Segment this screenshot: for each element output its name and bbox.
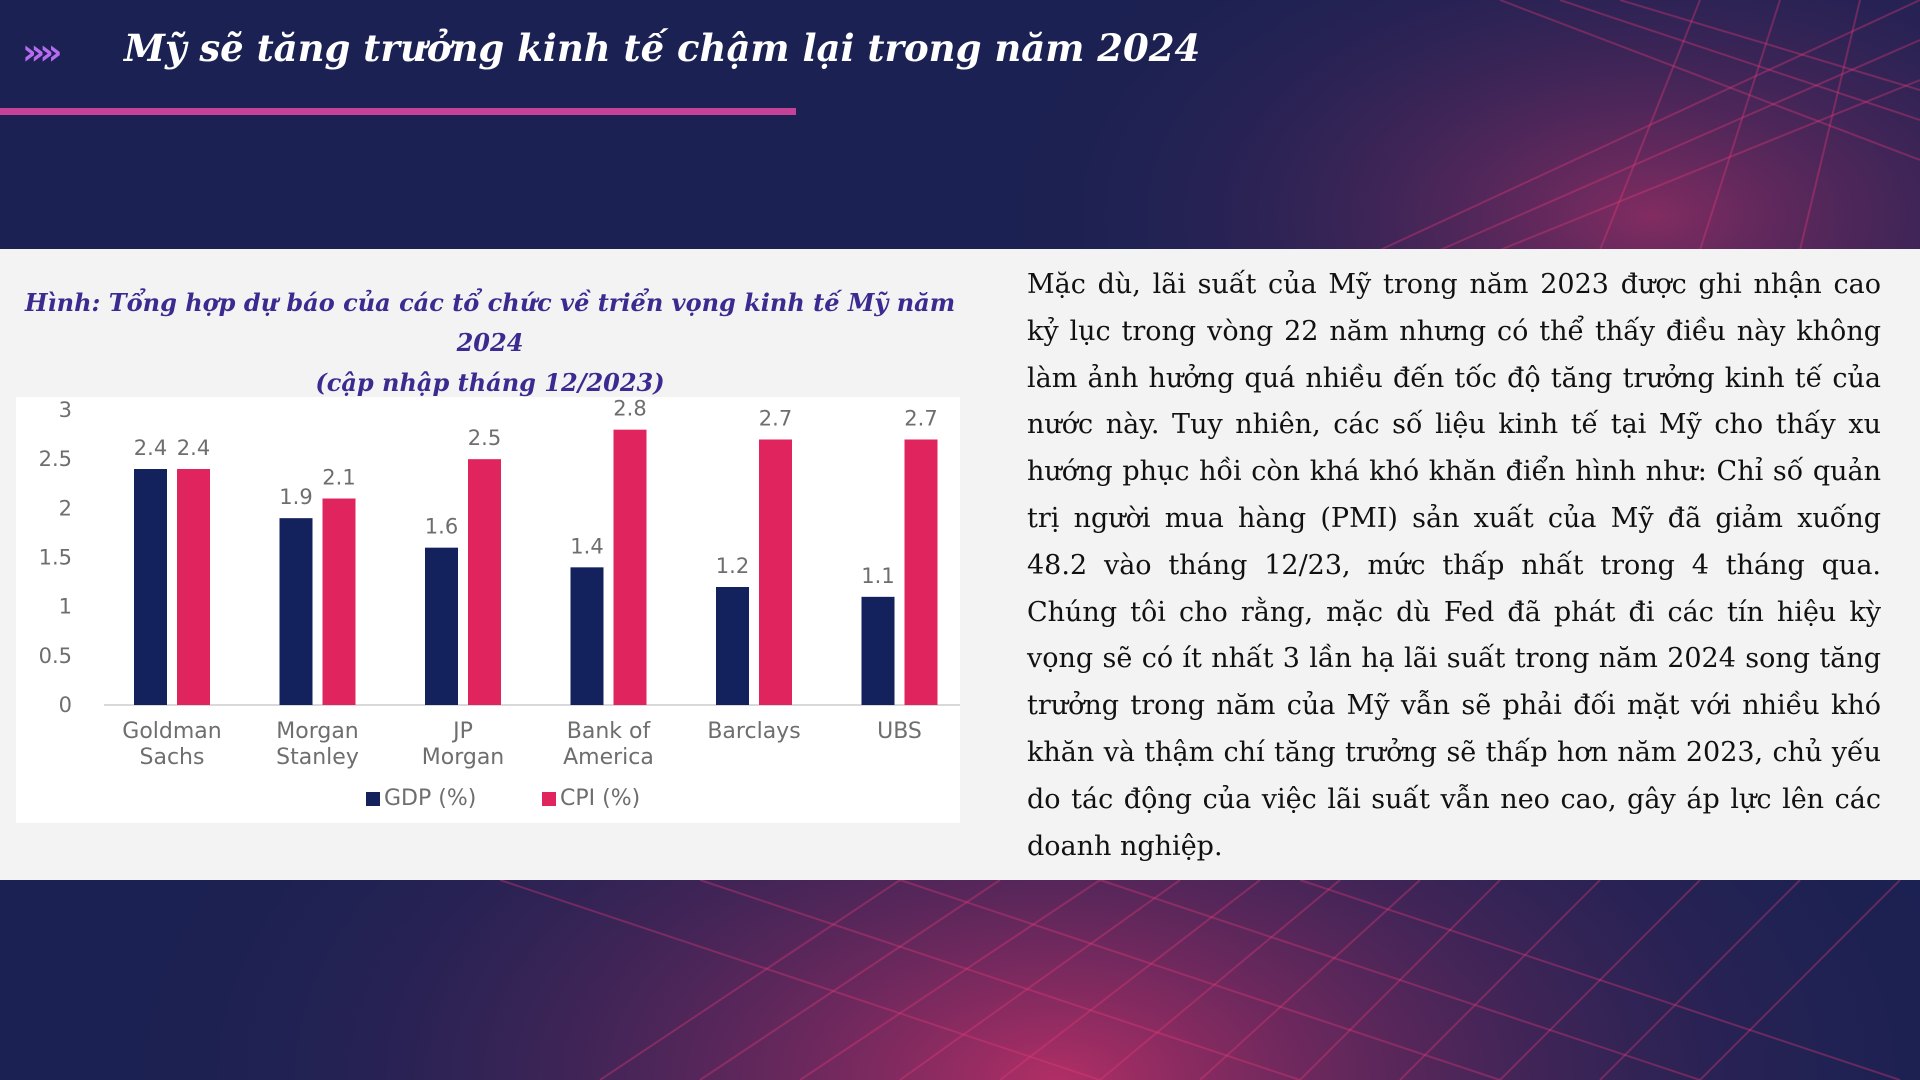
y-tick-label: 0.5: [39, 644, 72, 668]
x-tick-label: Morgan: [276, 719, 359, 744]
chevron-right-icon: »»: [22, 32, 62, 73]
data-label: 1.4: [570, 534, 603, 558]
data-label: 2.4: [134, 436, 167, 460]
title-underline: [0, 108, 796, 115]
y-tick-label: 2: [59, 496, 72, 520]
gdp-bar: [570, 567, 604, 705]
cpi-bar: [177, 469, 210, 705]
gdp-bar: [134, 469, 167, 705]
cpi-bar: [322, 498, 356, 705]
x-tick-label: Barclays: [707, 719, 800, 744]
data-label: 2.8: [613, 397, 646, 421]
legend-swatch: [366, 792, 380, 806]
data-label: 1.9: [279, 485, 312, 509]
slide-header: »» Mỹ sẽ tăng trưởng kinh tế chậm lại tr…: [0, 0, 1920, 248]
cpi-bar: [904, 439, 938, 705]
data-label: 2.7: [904, 407, 937, 431]
y-tick-label: 0: [59, 693, 72, 717]
x-tick-label: Bank of: [567, 719, 652, 744]
x-tick-label: America: [563, 745, 654, 770]
data-label: 1.1: [861, 564, 894, 588]
gdp-bar: [425, 547, 458, 705]
legend-entry: CPI (%): [560, 786, 640, 811]
x-tick-label: UBS: [877, 719, 922, 744]
y-tick-label: 3: [59, 398, 72, 422]
x-tick-label: JP: [451, 719, 473, 744]
data-label: 2.5: [468, 426, 501, 450]
gdp-bar: [861, 596, 895, 705]
legend-swatch: [542, 792, 556, 806]
y-tick-label: 1.5: [39, 546, 72, 570]
data-label: 2.4: [177, 436, 210, 460]
slide-title: Mỹ sẽ tăng trưởng kinh tế chậm lại trong…: [124, 26, 1201, 70]
data-label: 2.1: [322, 466, 355, 490]
cpi-bar: [759, 439, 792, 705]
figure-caption-line1: Hình: Tổng hợp dự báo của các tổ chức về…: [24, 288, 956, 357]
x-tick-label: Goldman: [122, 719, 221, 744]
data-label: 1.6: [425, 515, 458, 539]
figure-caption: Hình: Tổng hợp dự báo của các tổ chức về…: [20, 283, 960, 403]
y-tick-label: 2.5: [39, 447, 72, 471]
cpi-bar: [613, 429, 647, 705]
gdp-bar: [716, 587, 749, 705]
body-paragraph: Mặc dù, lãi suất của Mỹ trong năm 2023 đ…: [1027, 269, 1881, 862]
x-tick-label: Sachs: [140, 745, 205, 770]
x-tick-label: Stanley: [276, 745, 359, 770]
cpi-bar: [468, 459, 501, 705]
chart-panel: 0 0.5 1 1.5 2 2.5 3 2.4 2.4 Goldman Sachs 1.9 2.1 Mor…: [16, 397, 960, 823]
figure-caption-line2: (cập nhập tháng 12/2023): [315, 368, 665, 397]
x-tick-label: Morgan: [422, 745, 505, 770]
y-tick-label: 1: [59, 595, 72, 619]
legend-entry: GDP (%): [384, 786, 476, 811]
data-label: 2.7: [759, 407, 792, 431]
data-label: 1.2: [716, 554, 749, 578]
gdp-bar: [279, 518, 313, 705]
